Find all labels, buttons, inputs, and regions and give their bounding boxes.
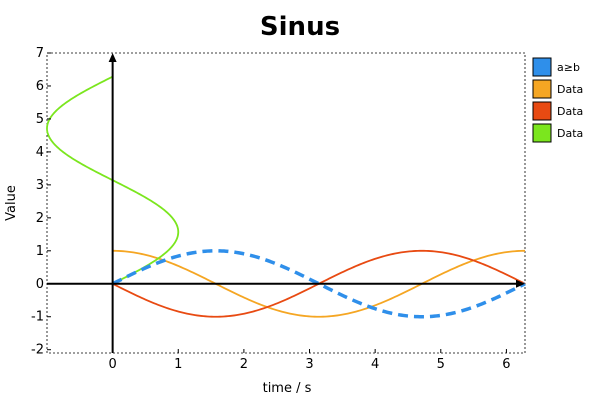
legend-entry: a≥b: [532, 57, 580, 77]
series-line-1: [112, 249, 526, 318]
ticks-layer: 0 1 2 3 4 5 6 -2 -1 0 1 2 3 4 5 6 7: [31, 46, 511, 372]
x-axis-title: time / s: [263, 381, 312, 396]
legend-swatch: [532, 79, 552, 99]
x-tick-label: 1: [174, 357, 182, 372]
legend-swatch: [532, 57, 552, 77]
y-tick-label: 3: [36, 178, 44, 193]
y-tick-label: 7: [36, 46, 44, 61]
legend-swatch: [532, 123, 552, 143]
legend-entry: Data: [532, 101, 583, 121]
y-tick-label: 0: [36, 277, 44, 292]
y-tick-label: 2: [36, 211, 44, 226]
x-axis-arrow: [516, 279, 525, 288]
x-tick-label: 3: [305, 357, 313, 372]
chart-title: Sinus: [260, 12, 340, 42]
y-tick-label: 4: [36, 145, 44, 160]
x-tick-label: 6: [502, 357, 510, 372]
x-tick-label: 5: [437, 357, 445, 372]
y-tick-label: -2: [31, 343, 44, 358]
legend-label: Data: [557, 127, 583, 140]
series-layer: [46, 75, 526, 319]
legend-label: a≥b: [557, 61, 580, 74]
plot-frame: [46, 52, 526, 354]
legend-label: Data: [557, 83, 583, 96]
legend-entry: Data: [532, 79, 583, 99]
x-tick-label: 4: [371, 357, 379, 372]
y-axis-arrow: [108, 53, 117, 62]
y-tick-label: 1: [36, 244, 44, 259]
legend-label: Data: [557, 105, 583, 118]
x-tick-label: 2: [240, 357, 248, 372]
y-axis-title: Value: [4, 185, 19, 221]
y-tick-label: 6: [36, 79, 44, 94]
legend-swatch: [532, 101, 552, 121]
axes-layer: [47, 53, 525, 353]
x-tick-label: 0: [108, 357, 116, 372]
y-tick-label: 5: [36, 112, 44, 127]
legend: a≥b Data Data Data: [532, 57, 583, 143]
y-tick-label: -1: [31, 310, 44, 325]
legend-entry: Data: [532, 123, 583, 143]
